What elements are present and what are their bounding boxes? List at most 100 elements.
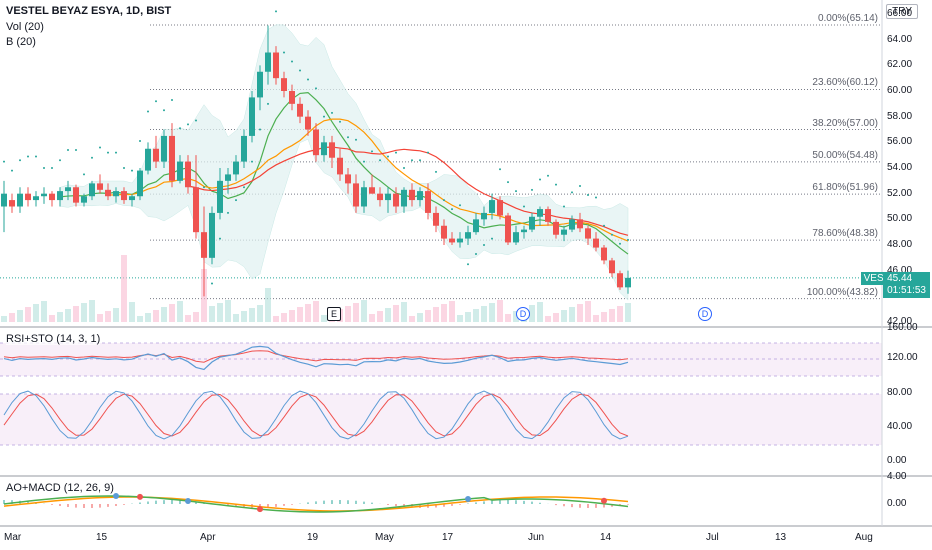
price-tick-label: 64.00	[887, 33, 913, 45]
volume-bar	[561, 310, 567, 322]
sar-dot	[491, 237, 493, 240]
candle-body	[137, 170, 143, 197]
time-tick-label: May	[375, 532, 394, 543]
sar-dot	[467, 263, 469, 266]
volume-bar	[25, 307, 31, 322]
sar-dot	[115, 151, 117, 154]
price-tick-label: 52.00	[887, 187, 913, 199]
volume-bar	[441, 304, 447, 322]
volume-bar	[393, 305, 399, 322]
volume-bar	[601, 312, 607, 322]
sar-dot	[227, 211, 229, 214]
sar-dot	[539, 178, 541, 181]
sar-dot	[347, 136, 349, 139]
fib-level-label: 0.00%(65.14)	[817, 13, 878, 25]
candle-body	[353, 183, 359, 207]
price-tick-label: 50.00	[887, 213, 913, 225]
volume-bar	[225, 300, 231, 322]
candle-body	[225, 174, 231, 181]
candle-body	[385, 193, 391, 201]
candle-body	[17, 193, 23, 207]
sar-dot	[203, 186, 205, 189]
candle-body	[121, 191, 127, 201]
sar-dot	[547, 174, 549, 177]
volume-bar	[593, 315, 599, 322]
sar-dot	[507, 181, 509, 184]
volume-bar	[609, 309, 615, 322]
sar-dot	[3, 160, 5, 163]
sar-dot	[619, 242, 621, 245]
rsi-signal-line	[3, 350, 629, 363]
sar-dot	[579, 184, 581, 187]
candle-body	[369, 187, 375, 194]
macd-pane-label[interactable]: AO+MACD (12, 26, 9)	[6, 482, 114, 494]
volume-bar	[353, 303, 359, 322]
volume-bar	[505, 314, 511, 322]
price-tick-label: 48.00	[887, 239, 913, 250]
currency-button[interactable]: TRY	[886, 4, 918, 19]
bollinger-band	[59, 24, 629, 301]
volume-indicator-label[interactable]: Vol (20)	[6, 21, 44, 33]
volume-bar	[425, 310, 431, 322]
sar-dot	[603, 224, 605, 227]
volume-bar	[401, 302, 407, 322]
candle-body	[297, 103, 303, 117]
sar-dot	[259, 128, 261, 131]
candle-body	[89, 183, 95, 197]
price-tick-label: 62.00	[887, 59, 913, 71]
sar-dot	[419, 159, 421, 162]
candle-body	[577, 219, 583, 229]
sar-dot	[243, 186, 245, 189]
fib-level-label: 50.00%(54.48)	[812, 149, 878, 161]
candle-body	[377, 193, 383, 201]
chart-title[interactable]: VESTEL BEYAZ ESYA, 1D, BIST	[6, 5, 172, 17]
time-tick-label: Mar	[4, 532, 22, 543]
sar-dot	[283, 51, 285, 54]
volume-bar	[265, 288, 271, 322]
volume-bar	[625, 303, 631, 322]
candle-body	[625, 277, 631, 288]
price-tick-label: 54.00	[887, 162, 913, 173]
candle-body	[337, 157, 343, 175]
volume-bar	[569, 307, 575, 322]
candle-body	[361, 187, 367, 207]
sar-dot	[123, 167, 125, 169]
sar-dot	[91, 156, 93, 159]
sar-dot	[395, 151, 397, 154]
dividend-marker-future[interactable]: D	[698, 307, 712, 321]
sar-dot	[411, 159, 413, 162]
candle-body	[33, 196, 39, 201]
sar-dot	[267, 102, 269, 105]
price-tick-label: 56.00	[887, 136, 913, 148]
candle-body	[441, 225, 447, 239]
dividend-marker[interactable]: D	[516, 307, 530, 321]
sar-dot	[403, 167, 405, 169]
bollinger-indicator-label[interactable]: B (20)	[6, 36, 36, 48]
candle-body	[81, 196, 87, 203]
volume-bar	[177, 301, 183, 322]
ma-long-line	[187, 146, 629, 236]
rsi-line	[3, 345, 629, 371]
sar-dot	[11, 169, 13, 172]
sar-dot	[459, 204, 461, 207]
rsi-pane-label[interactable]: RSI+STO (14, 3, 1)	[6, 333, 101, 345]
volume-bar	[449, 301, 455, 322]
sar-dot	[75, 149, 77, 152]
sar-dot	[179, 127, 181, 130]
earnings-marker[interactable]: E	[327, 307, 341, 321]
time-tick-label: 14	[600, 532, 612, 543]
volume-bar	[257, 305, 263, 322]
volume-bar	[305, 304, 311, 322]
sar-dot	[27, 155, 29, 158]
time-tick-label: Jun	[528, 532, 545, 543]
sar-dot	[307, 78, 309, 81]
stoch-k-line	[3, 390, 629, 440]
candle-body	[529, 216, 535, 230]
sar-dot	[19, 159, 21, 162]
sar-dot	[523, 205, 525, 208]
volume-bar	[345, 306, 351, 322]
rsi-tick-label: 40.00	[887, 421, 913, 432]
candle-body	[617, 273, 623, 288]
volume-bar	[65, 309, 71, 322]
